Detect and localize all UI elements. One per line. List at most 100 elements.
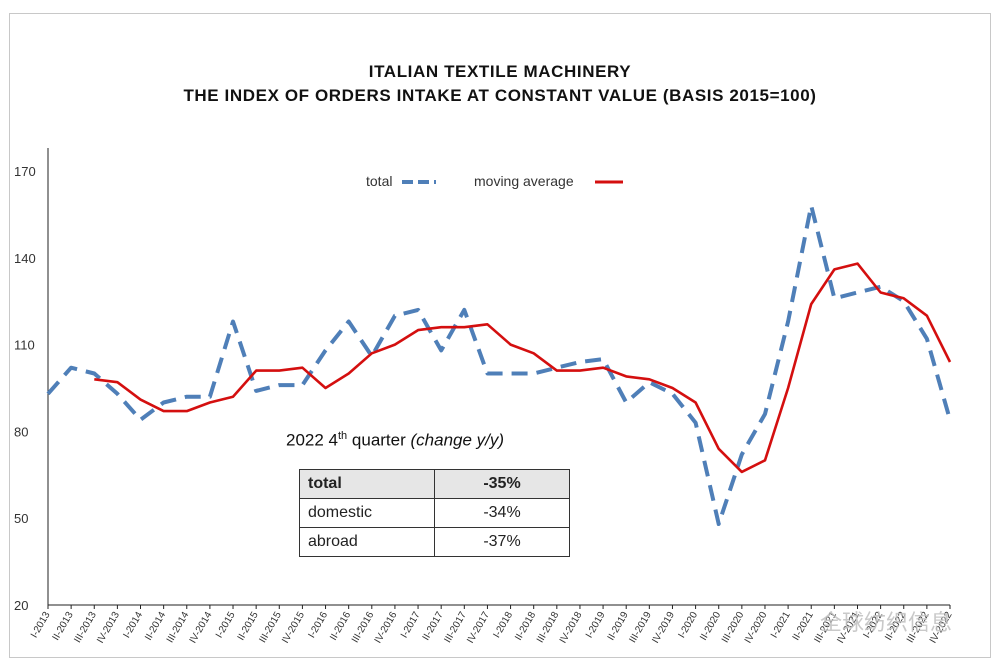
data-point — [508, 342, 513, 347]
x-tick-label: I-2016 — [306, 610, 330, 640]
data-point — [577, 359, 582, 364]
data-point — [716, 521, 721, 526]
data-point — [439, 325, 444, 330]
x-tick-label: II-2014 — [143, 610, 168, 643]
data-point — [832, 296, 837, 301]
chart-frame — [9, 13, 991, 658]
inset-title-note: (change y/y) — [410, 430, 505, 450]
data-point — [948, 417, 953, 422]
data-point — [786, 319, 791, 324]
x-tick-label: II-2020 — [698, 610, 723, 643]
data-point — [531, 351, 536, 356]
data-point — [762, 458, 767, 463]
x-tick-label: I-2021 — [769, 610, 793, 640]
y-tick-label: 110 — [14, 338, 35, 353]
inset-title-prefix: 2022 4 — [286, 430, 338, 450]
x-tick-label: II-2021 — [791, 610, 816, 643]
data-point — [901, 296, 906, 301]
x-tick-label: II-2017 — [421, 610, 446, 643]
data-point — [184, 409, 189, 414]
x-tick-label: IV-2016 — [373, 610, 400, 646]
data-point — [392, 313, 397, 318]
x-tick-label: II-2013 — [51, 610, 76, 643]
data-point — [300, 383, 305, 388]
data-point — [69, 365, 74, 370]
data-point — [462, 307, 467, 312]
x-tick-label: IV-2018 — [558, 610, 585, 646]
data-point — [577, 368, 582, 373]
data-point — [416, 328, 421, 333]
data-point — [369, 351, 374, 356]
data-point — [277, 383, 282, 388]
series-line-total — [46, 203, 952, 526]
x-tick-label: I-2015 — [214, 610, 238, 640]
data-point — [207, 400, 212, 405]
data-point — [161, 409, 166, 414]
data-point — [231, 319, 236, 324]
y-tick-label: 170 — [14, 164, 36, 179]
x-tick-label: IV-2013 — [95, 610, 122, 646]
row-label: total — [299, 469, 435, 499]
x-tick-label: I-2017 — [399, 610, 423, 640]
data-point — [392, 342, 397, 347]
data-point — [138, 417, 143, 422]
row-value: -34% — [434, 498, 570, 528]
x-tick-label: IV-2017 — [465, 610, 492, 646]
inset-title-sup: th — [338, 430, 348, 442]
table-row: abroad -37% — [299, 527, 570, 557]
x-tick-label: I-2018 — [491, 610, 515, 640]
data-point — [762, 412, 767, 417]
x-tick-label: I-2020 — [676, 610, 700, 640]
data-point — [300, 365, 305, 370]
data-point — [346, 319, 351, 324]
row-label: abroad — [299, 527, 435, 557]
y-tick-label: 140 — [14, 251, 36, 266]
data-point — [832, 267, 837, 272]
x-tick-label: I-2013 — [29, 610, 53, 640]
table-row: domestic -34% — [299, 498, 570, 528]
data-point — [693, 420, 698, 425]
x-tick-label: I-2014 — [121, 610, 145, 640]
data-point — [184, 394, 189, 399]
y-tick-label: 50 — [14, 511, 28, 526]
data-point — [601, 365, 606, 370]
inset-title-suffix: quarter — [347, 430, 411, 450]
data-point — [439, 348, 444, 353]
data-point — [554, 368, 559, 373]
row-label: domestic — [299, 498, 435, 528]
data-point — [716, 446, 721, 451]
data-point — [254, 368, 259, 373]
data-point — [809, 203, 814, 208]
change-table: total -35% domestic -34% abroad -37% — [299, 469, 570, 557]
data-point — [878, 290, 883, 295]
x-tick-label: IV-2020 — [743, 610, 770, 646]
inset-title: 2022 4th quarter (change y/y) — [286, 430, 504, 451]
x-tick-label: I-2019 — [584, 610, 608, 640]
data-point — [924, 313, 929, 318]
data-point — [115, 380, 120, 385]
x-tick-label: II-2015 — [236, 610, 261, 643]
data-point — [416, 307, 421, 312]
data-point — [92, 377, 97, 382]
data-point — [161, 400, 166, 405]
data-point — [739, 452, 744, 457]
data-point — [485, 371, 490, 376]
legend-total-label: total — [366, 173, 392, 189]
data-point — [346, 371, 351, 376]
data-point — [531, 371, 536, 376]
data-point — [323, 348, 328, 353]
x-tick-label: IV-2015 — [280, 610, 307, 646]
data-point — [485, 322, 490, 327]
y-tick-label: 20 — [14, 598, 28, 613]
data-point — [624, 374, 629, 379]
watermark-text: 全球纺织信息 — [820, 611, 952, 636]
data-point — [693, 400, 698, 405]
data-point — [462, 325, 467, 330]
data-point — [855, 290, 860, 295]
data-point — [508, 371, 513, 376]
x-tick-label: II-2016 — [328, 610, 353, 643]
x-tick-label: II-2019 — [606, 610, 631, 643]
data-point — [739, 469, 744, 474]
data-point — [670, 391, 675, 396]
